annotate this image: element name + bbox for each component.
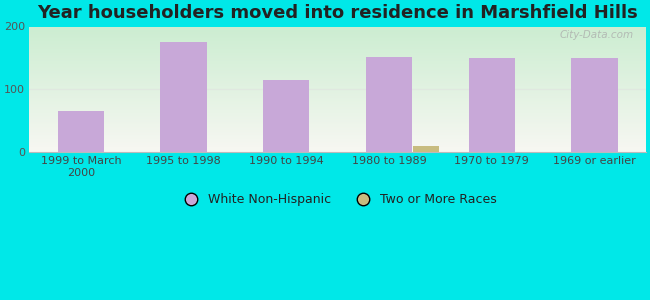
Legend: White Non-Hispanic, Two or More Races: White Non-Hispanic, Two or More Races — [174, 188, 502, 211]
Bar — [58, 111, 104, 152]
Text: City-Data.com: City-Data.com — [560, 30, 634, 40]
Bar — [571, 58, 618, 152]
Bar — [413, 146, 439, 152]
Bar — [469, 58, 515, 152]
Bar — [161, 42, 207, 152]
Bar — [366, 57, 412, 152]
Title: Year householders moved into residence in Marshfield Hills: Year householders moved into residence i… — [37, 4, 638, 22]
Bar — [263, 80, 309, 152]
